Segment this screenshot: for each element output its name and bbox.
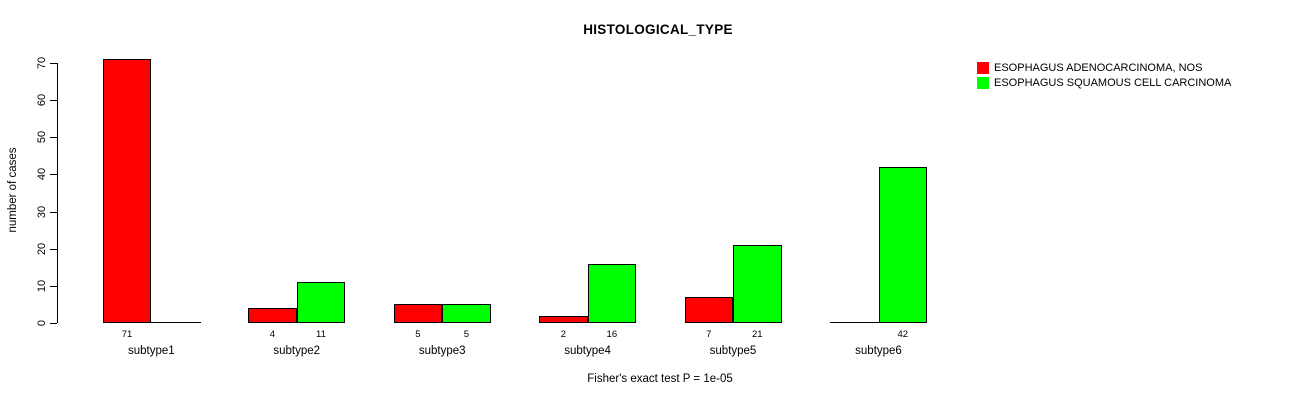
zero-baseline-segment xyxy=(830,322,880,323)
legend-swatch-red xyxy=(977,61,989,74)
bar-subtype3-series0 xyxy=(393,304,443,323)
bar-subtype5-series1 xyxy=(733,245,782,323)
bar-value-label: 2 xyxy=(560,329,566,340)
bar-subtype4-series0 xyxy=(539,315,588,323)
bar-subtype2-series0 xyxy=(248,308,297,323)
category-label-subtype1: subtype1 xyxy=(127,345,175,357)
bar-value-label: 7 xyxy=(706,329,712,340)
bar-value-label: 4 xyxy=(269,329,276,340)
y-axis-tick xyxy=(50,63,57,64)
bar-value-label: 11 xyxy=(316,329,326,340)
y-tick-label: 0 xyxy=(36,319,48,327)
y-tick-label: 60 xyxy=(36,93,48,107)
y-axis-tick xyxy=(50,174,57,176)
bar-subtype6-series1 xyxy=(878,167,927,323)
bar-value-label: 71 xyxy=(121,329,133,340)
y-tick-label: 50 xyxy=(36,131,48,144)
bar-value-label: 5 xyxy=(463,329,470,340)
category-label-subtype5: subtype5 xyxy=(709,345,757,357)
zero-baseline-segment xyxy=(151,322,201,323)
bar-subtype1-series0 xyxy=(102,59,152,323)
y-tick-label: 30 xyxy=(36,205,48,218)
category-label-subtype6: subtype6 xyxy=(855,345,902,357)
y-axis-tick xyxy=(50,323,57,324)
bar-subtype3-series1 xyxy=(442,304,491,323)
y-axis-tick xyxy=(50,211,57,213)
bar-value-label: 42 xyxy=(897,329,909,340)
y-tick-label: 10 xyxy=(36,279,48,293)
legend-label: ESOPHAGUS SQUAMOUS CELL CARCINOMA xyxy=(994,76,1232,89)
fisher-test-annotation: Fisher's exact test P = 1e-05 xyxy=(587,373,733,385)
y-axis-tick xyxy=(50,248,57,250)
legend-item-adenocarcinoma: ESOPHAGUS ADENOCARCINOMA, NOS xyxy=(977,61,1202,74)
y-axis-tick xyxy=(50,137,57,139)
bar-value-label: 5 xyxy=(415,329,421,340)
legend-swatch-green xyxy=(977,76,989,89)
y-tick-label: 40 xyxy=(36,168,48,181)
y-axis-tick xyxy=(50,285,57,287)
category-label-subtype2: subtype2 xyxy=(273,345,321,357)
bar-subtype5-series0 xyxy=(684,297,733,323)
bar-subtype2-series1 xyxy=(296,282,346,323)
y-axis-line xyxy=(57,63,58,323)
y-tick-label: 20 xyxy=(36,242,48,255)
bar-value-label: 21 xyxy=(751,329,763,340)
category-label-subtype4: subtype4 xyxy=(564,345,611,357)
chart-title: HISTOLOGICAL_TYPE xyxy=(583,22,733,37)
category-label-subtype3: subtype3 xyxy=(418,345,466,357)
bar-subtype4-series1 xyxy=(587,263,637,323)
legend-label: ESOPHAGUS ADENOCARCINOMA, NOS xyxy=(994,61,1203,74)
bar-value-label: 16 xyxy=(606,329,618,340)
legend-item-squamous: ESOPHAGUS SQUAMOUS CELL CARCINOMA xyxy=(977,76,1231,89)
y-axis-tick xyxy=(50,100,57,102)
y-axis-title: number of cases xyxy=(7,147,19,233)
y-tick-label: 70 xyxy=(36,56,48,70)
